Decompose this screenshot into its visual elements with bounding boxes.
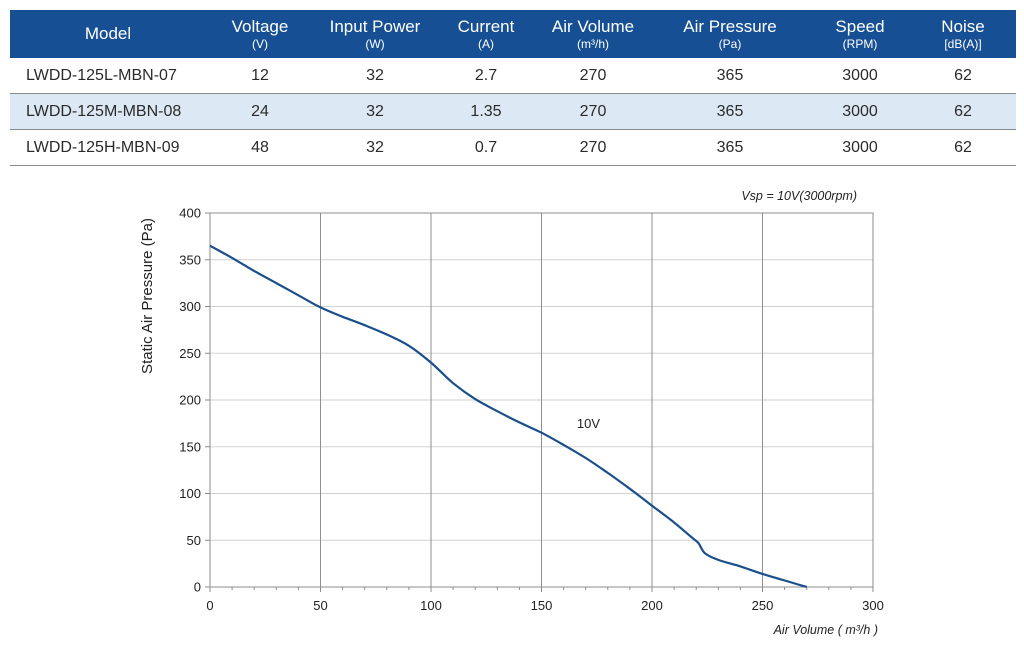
table-header-row: Model Voltage (V) Input Power (W) Current(… [10, 10, 1016, 58]
y-tick-label: 100 [179, 486, 201, 501]
cell-model: LWDD-125H-MBN-09 [10, 129, 206, 166]
header-speed: Speed (RPM) [810, 10, 910, 58]
x-tick-label: 150 [531, 598, 553, 613]
header-model: Model [10, 10, 206, 58]
pressure-volume-chart: 0 50 100 150 200 250 300 350 400 0 50 100 150 200 250… [139, 189, 884, 637]
cell-speed: 3000 [810, 93, 910, 130]
header-current: Current (A) [436, 10, 536, 58]
header-voltage: Voltage (V) [206, 10, 314, 58]
header-unit: (RPM) [842, 36, 878, 51]
header-noise: Noise [dB(A)] [910, 10, 1016, 58]
cell-voltage: 48 [206, 129, 314, 166]
cell-voltage: 24 [206, 93, 314, 130]
chart-annotations: 10V [577, 416, 600, 431]
cell-air-volume: 270 [536, 129, 650, 166]
x-tick-label: 250 [752, 598, 774, 613]
header-unit: (m³/h) [577, 36, 609, 51]
x-tick-label: 200 [641, 598, 663, 613]
cell-model: LWDD-125L-MBN-07 [10, 58, 206, 94]
header-unit: (Pa) [718, 36, 742, 51]
table-row: LWDD-125M-MBN-08 24 32 1.35 270 365 3000… [10, 93, 1016, 130]
series-label-10v: 10V [577, 416, 600, 431]
header-label: Speed [835, 16, 885, 36]
x-tick-labels: 0 50 100 150 200 250 300 [206, 587, 884, 613]
x-tick-label: 50 [313, 598, 327, 613]
cell-air-volume: 270 [536, 93, 650, 130]
y-tick-label: 350 [179, 252, 201, 267]
y-tick-labels: 0 50 100 150 200 250 300 350 400 [179, 206, 210, 595]
y-tick-label: 0 [194, 580, 201, 595]
header-input-power: Input Power (W) [314, 10, 436, 58]
header-air-volume: Air Volume (m³/h) [536, 10, 650, 58]
table-row: LWDD-125H-MBN-09 48 32 0.7 270 365 3000 … [10, 129, 1016, 166]
header-label: Air Volume [551, 16, 635, 36]
y-tick-label: 300 [179, 299, 201, 314]
header-label: Current [457, 16, 515, 36]
x-tick-label: 0 [206, 598, 213, 613]
cell-air-pressure: 365 [650, 93, 810, 130]
header-unit: (W) [365, 36, 385, 51]
cell-noise: 62 [910, 93, 1016, 130]
header-label: Model [84, 24, 132, 43]
x-axis-label: Air Volume ( m³/h ) [773, 623, 878, 637]
header-label: Input Power [329, 16, 421, 36]
cell-current: 2.7 [436, 58, 536, 94]
cell-voltage: 12 [206, 58, 314, 94]
header-unit: (A) [478, 36, 494, 51]
cell-current: 1.35 [436, 93, 536, 130]
cell-input-power: 32 [314, 58, 436, 94]
x-tick-label: 300 [862, 598, 884, 613]
cell-speed: 3000 [810, 58, 910, 94]
y-axis-label: Static Air Pressure (Pa) [139, 218, 156, 374]
header-label: Voltage [231, 16, 289, 36]
header-unit: (V) [252, 36, 268, 51]
chart-series [209, 244, 808, 589]
table-row: LWDD-125L-MBN-07 12 32 2.7 270 365 3000 … [10, 58, 1016, 94]
header-air-pressure: Air Pressure (Pa) [650, 10, 810, 58]
y-tick-label: 400 [179, 206, 201, 221]
cell-speed: 3000 [810, 129, 910, 166]
spec-table: Model Voltage (V) Input Power (W) Current(… [10, 10, 1016, 166]
cell-noise: 62 [910, 58, 1016, 94]
cell-input-power: 32 [314, 93, 436, 130]
header-unit: [dB(A)] [944, 36, 982, 51]
cell-air-pressure: 365 [650, 129, 810, 166]
cell-input-power: 32 [314, 129, 436, 166]
header-label: Air Pressure [683, 16, 777, 36]
series-line [209, 244, 808, 589]
y-tick-label: 50 [187, 533, 201, 548]
chart-title: Vsp = 10V(3000rpm) [741, 189, 857, 203]
y-tick-label: 250 [179, 346, 201, 361]
cell-air-volume: 270 [536, 58, 650, 94]
cell-current: 0.7 [436, 129, 536, 166]
y-tick-label: 150 [179, 439, 201, 454]
cell-model: LWDD-125M-MBN-08 [10, 93, 206, 130]
cell-air-pressure: 365 [650, 58, 810, 94]
header-label: Noise [941, 16, 985, 36]
x-tick-label: 100 [420, 598, 442, 613]
y-tick-label: 200 [179, 393, 201, 408]
cell-noise: 62 [910, 129, 1016, 166]
chart-grid [210, 213, 873, 587]
